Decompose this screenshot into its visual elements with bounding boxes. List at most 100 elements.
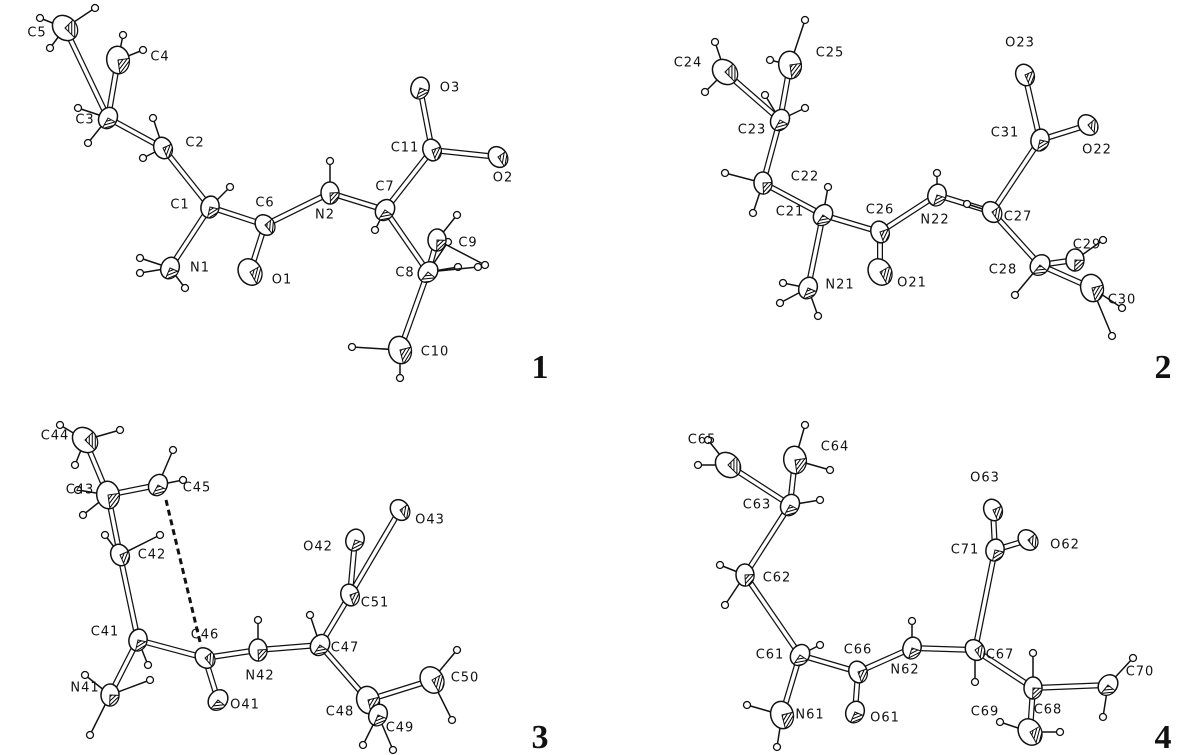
atom-label: N41 xyxy=(70,681,99,696)
atom-octant xyxy=(136,640,147,653)
bond-fill xyxy=(992,140,1040,212)
hydrogen-atom xyxy=(972,679,979,686)
atom-label: O61 xyxy=(870,711,900,726)
hydrogen-atom xyxy=(170,447,177,454)
atom-label: O1 xyxy=(272,273,293,288)
atom-octant xyxy=(330,193,340,204)
hydrogen-atom xyxy=(82,672,89,679)
hydrogen-atom xyxy=(92,5,99,12)
hydrogen-atom xyxy=(182,285,189,292)
atom-octant xyxy=(208,207,219,220)
hydrogen-atom xyxy=(1057,729,1064,736)
atom-label: C45 xyxy=(183,481,212,496)
atom-label: C5 xyxy=(27,26,46,41)
hydrogen-atom xyxy=(909,618,916,625)
bond-fill xyxy=(350,510,400,595)
atom-label: N61 xyxy=(795,708,824,723)
hydrogen-atom xyxy=(934,170,941,177)
atom-octant xyxy=(437,240,446,251)
hydrogen-atom xyxy=(137,255,144,262)
atom-label: C70 xyxy=(1126,665,1155,680)
hydrogen-atom xyxy=(750,210,757,217)
atom-label: C22 xyxy=(791,170,820,185)
atom-octant xyxy=(993,550,1004,563)
atom-label: C69 xyxy=(971,705,1000,720)
hydrogen-atom xyxy=(475,264,482,271)
atom-label: N62 xyxy=(890,663,919,678)
hydrogen-atom xyxy=(80,512,87,519)
bond-fill xyxy=(745,505,790,575)
atom-label: C10 xyxy=(421,345,450,360)
atom-label: C7 xyxy=(375,180,394,195)
hydrogen-atom xyxy=(802,105,809,112)
atom-label: N1 xyxy=(190,261,210,276)
hydrogen-atom xyxy=(774,744,781,751)
atom-label: C62 xyxy=(763,571,792,586)
hydrogen-atom xyxy=(1109,333,1116,340)
hydrogen-atom xyxy=(117,427,124,434)
bond-fill xyxy=(65,28,108,118)
molecular-structures-figure: C5C4C3C2C1C6N2C7C11O3O2C9C8C10N1O11C24C2… xyxy=(0,0,1177,755)
hydrogen-atom xyxy=(1030,650,1037,657)
hydrogen-contact xyxy=(166,500,201,646)
atom-label: C11 xyxy=(391,141,420,156)
atom-label: N42 xyxy=(245,669,274,684)
panel-number: 4 xyxy=(1155,719,1172,755)
hydrogen-atom xyxy=(397,375,404,382)
atom-label: N21 xyxy=(825,278,854,293)
atom-label: N2 xyxy=(315,208,335,223)
atom-label: C31 xyxy=(991,126,1020,141)
atom-label: C30 xyxy=(1108,293,1137,308)
hydrogen-atom xyxy=(695,462,702,469)
hydrogen-atom xyxy=(1130,655,1137,662)
bond-fill xyxy=(120,555,138,640)
atom-label: C43 xyxy=(66,483,95,498)
atom-label: O22 xyxy=(1082,143,1112,158)
hydrogen-atom xyxy=(255,617,262,624)
atom-octant xyxy=(258,650,268,661)
bond-fill xyxy=(745,575,800,655)
hydrogen-atom xyxy=(1100,714,1107,721)
hydrogen-atom xyxy=(702,89,709,96)
hydrogen-atom xyxy=(1012,292,1019,299)
hydrogen-atom xyxy=(449,717,456,724)
hydrogen-atom xyxy=(825,184,832,191)
atom-label: C46 xyxy=(191,628,220,643)
hydrogen-atom xyxy=(997,719,1004,726)
atom-label: O43 xyxy=(415,513,445,528)
hydrogen-atom xyxy=(72,462,79,469)
hydrogen-atom xyxy=(454,212,461,219)
hydrogen-atom xyxy=(802,422,809,429)
bonds xyxy=(65,28,1108,732)
atom-label: C71 xyxy=(951,543,980,558)
hydrogen-atom xyxy=(47,45,54,52)
atom-label: C65 xyxy=(688,433,717,448)
atom-label: O63 xyxy=(970,471,1000,486)
atom-label: C9 xyxy=(458,236,477,251)
atom-octant xyxy=(1075,260,1084,271)
atom-label: O62 xyxy=(1050,538,1080,553)
panel-number: 1 xyxy=(532,349,549,386)
atom-octant xyxy=(1033,688,1042,699)
hydrogen-atom xyxy=(777,300,784,307)
hydrogen-atom xyxy=(802,17,809,24)
atom-label: O42 xyxy=(303,540,333,555)
hydrogen-atom xyxy=(762,92,769,99)
hydrogen-atom xyxy=(150,115,157,122)
atom-label: C47 xyxy=(331,641,360,656)
atom-label: C51 xyxy=(361,596,390,611)
atom-label: C26 xyxy=(866,203,895,218)
hydrogen-atom xyxy=(722,170,729,177)
hydrogen-atom xyxy=(964,201,971,208)
atom-label: C42 xyxy=(138,548,167,563)
bond-fill xyxy=(975,550,995,650)
atom-octant xyxy=(1038,140,1049,153)
atom-label: C2 xyxy=(185,136,204,151)
atom-label: O23 xyxy=(1005,36,1035,51)
hydrogen-atom xyxy=(140,47,147,54)
atom-label: C6 xyxy=(255,196,274,211)
hydrogen-atom xyxy=(482,262,489,269)
hydrogen-atom xyxy=(327,158,334,165)
hydrogen-atom xyxy=(454,647,461,654)
